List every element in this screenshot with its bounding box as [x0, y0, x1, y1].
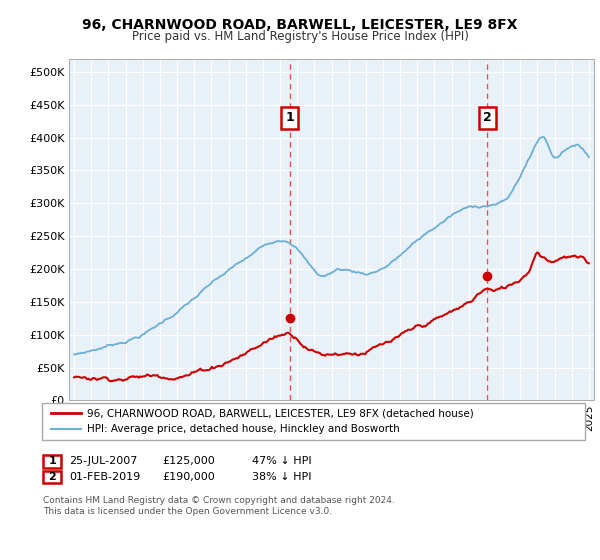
- Text: Contains HM Land Registry data © Crown copyright and database right 2024.
This d: Contains HM Land Registry data © Crown c…: [43, 496, 395, 516]
- Text: £125,000: £125,000: [162, 456, 215, 466]
- Text: 01-FEB-2019: 01-FEB-2019: [69, 472, 140, 482]
- Text: 25-JUL-2007: 25-JUL-2007: [69, 456, 137, 466]
- Text: 38% ↓ HPI: 38% ↓ HPI: [252, 472, 311, 482]
- Text: Price paid vs. HM Land Registry's House Price Index (HPI): Price paid vs. HM Land Registry's House …: [131, 30, 469, 43]
- Text: 2: 2: [49, 472, 56, 482]
- Text: £190,000: £190,000: [162, 472, 215, 482]
- Text: 47% ↓ HPI: 47% ↓ HPI: [252, 456, 311, 466]
- Text: 96, CHARNWOOD ROAD, BARWELL, LEICESTER, LE9 8FX (detached house): 96, CHARNWOOD ROAD, BARWELL, LEICESTER, …: [87, 408, 474, 418]
- Text: HPI: Average price, detached house, Hinckley and Bosworth: HPI: Average price, detached house, Hinc…: [87, 424, 400, 435]
- Text: 96, CHARNWOOD ROAD, BARWELL, LEICESTER, LE9 8FX: 96, CHARNWOOD ROAD, BARWELL, LEICESTER, …: [82, 18, 518, 32]
- Text: 1: 1: [49, 456, 56, 466]
- Text: 2: 2: [483, 111, 491, 124]
- Text: 1: 1: [285, 111, 294, 124]
